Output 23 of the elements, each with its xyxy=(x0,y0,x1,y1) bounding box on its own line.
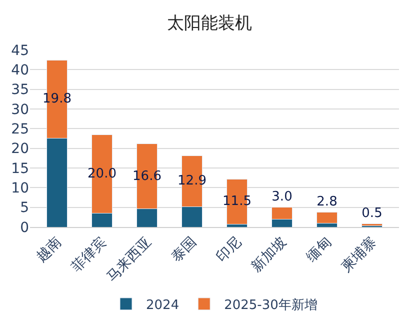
x-tick-label: 越南 xyxy=(34,234,65,266)
legend-label: 2025-30年新增 xyxy=(224,298,318,313)
y-tick-label: 25 xyxy=(11,122,29,138)
x-tick-label: 泰国 xyxy=(168,234,200,266)
x-tick-label: 缅甸 xyxy=(304,234,335,266)
legend-label: 2024 xyxy=(146,298,180,313)
bar xyxy=(316,212,338,224)
y-tick-label: 35 xyxy=(11,82,29,98)
y-tick-label: 40 xyxy=(11,62,29,79)
y-tick-label: 15 xyxy=(11,160,29,177)
data-label: 0.5 xyxy=(362,206,382,221)
y-tick-label: 0 xyxy=(20,220,29,236)
y-tick-label: 30 xyxy=(11,102,29,118)
y-tick-label: 10 xyxy=(11,180,29,197)
y-tick-label: 20 xyxy=(11,141,29,158)
x-tick-label: 柬埔寨 xyxy=(338,234,380,276)
data-label: 3.0 xyxy=(272,189,292,204)
y-tick-label: 5 xyxy=(20,200,29,216)
data-label: 2.8 xyxy=(316,194,338,210)
chart-title: 太阳能装机 xyxy=(167,13,252,34)
y-tick-label: 45 xyxy=(11,42,29,59)
x-tick-label: 印尼 xyxy=(214,234,245,266)
x-tick-label: 新加坡 xyxy=(248,234,290,276)
